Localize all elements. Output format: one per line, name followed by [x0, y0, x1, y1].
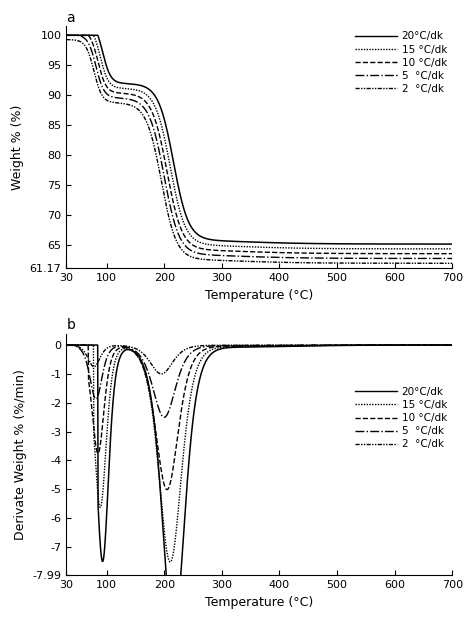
Legend: 20°C/dk, 15 °C/dk, 10 °C/dk, 5  °C/dk, 2  °C/dk: 20°C/dk, 15 °C/dk, 10 °C/dk, 5 °C/dk, 2 …: [355, 387, 447, 450]
X-axis label: Temperature (°C): Temperature (°C): [205, 596, 313, 609]
X-axis label: Temperature (°C): Temperature (°C): [205, 289, 313, 302]
Y-axis label: Weight % (%): Weight % (%): [11, 105, 24, 190]
Legend: 20°C/dk, 15 °C/dk, 10 °C/dk, 5  °C/dk, 2  °C/dk: 20°C/dk, 15 °C/dk, 10 °C/dk, 5 °C/dk, 2 …: [355, 32, 447, 94]
Text: b: b: [66, 318, 75, 332]
Y-axis label: Derivate Weight % (%/min): Derivate Weight % (%/min): [14, 369, 27, 540]
Text: a: a: [66, 11, 75, 25]
